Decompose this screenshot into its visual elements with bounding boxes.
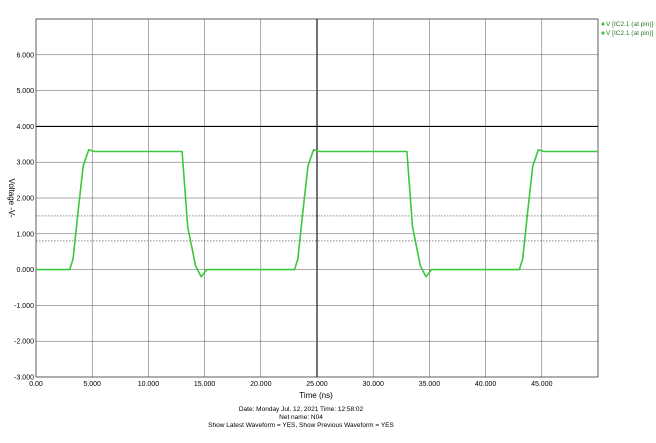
x-tick-label: 20.000 xyxy=(250,381,272,388)
x-tick-label: 35.000 xyxy=(419,381,441,388)
y-tick-label: 0.000 xyxy=(16,267,34,274)
tick-labels: 0.00 5.000 10.000 15.000 20.000 25.000 30.000 3… xyxy=(14,52,552,388)
y-tick-label: 1.000 xyxy=(16,231,34,238)
legend-label-1: V [IC2.1 (at pin)] xyxy=(606,21,654,28)
y-tick-label: -1.000 xyxy=(14,303,34,310)
footer-waveform-flags: Show Latest Waveform = YES, Show Previou… xyxy=(208,422,394,429)
y-tick-label: 4.000 xyxy=(16,124,34,131)
y-tick-label: 2.000 xyxy=(16,196,34,203)
x-tick-label: 40.000 xyxy=(475,381,497,388)
y-tick-label: 3.000 xyxy=(16,160,34,167)
footer-date: Date: Monday Jul. 12, 2021 Time: 12:58:0… xyxy=(239,406,364,413)
legend: V [IC2.1 (at pin)] V [IC2.1 (at pin)] xyxy=(601,21,654,37)
legend-marker-1 xyxy=(601,22,605,26)
series-layer xyxy=(36,148,598,278)
y-tick-label: 5.000 xyxy=(16,88,34,95)
y-axis-title: Voltage -V- xyxy=(7,178,16,217)
x-tick-label: 45.000 xyxy=(531,381,553,388)
footer: Date: Monday Jul. 12, 2021 Time: 12:58:0… xyxy=(208,406,394,429)
x-tick-label: 0.00 xyxy=(29,381,43,388)
x-tick-label: 25.000 xyxy=(306,381,328,388)
grid xyxy=(35,18,599,378)
x-tick-label: 30.000 xyxy=(362,381,384,388)
x-axis-title: Time (ns) xyxy=(299,391,333,400)
y-tick-label: -3.000 xyxy=(14,375,34,382)
y-tick-label: 6.000 xyxy=(16,52,34,59)
waveform-series xyxy=(36,148,598,278)
footer-net-name: Net name: N04 xyxy=(279,414,323,421)
x-tick-label: 10.000 xyxy=(138,381,160,388)
legend-label-2: V [IC2.1 (at pin)] xyxy=(606,30,654,37)
x-tick-label: 5.000 xyxy=(83,381,101,388)
x-tick-label: 15.000 xyxy=(194,381,216,388)
legend-marker-2 xyxy=(601,31,605,35)
y-tick-label: -2.000 xyxy=(14,339,34,346)
